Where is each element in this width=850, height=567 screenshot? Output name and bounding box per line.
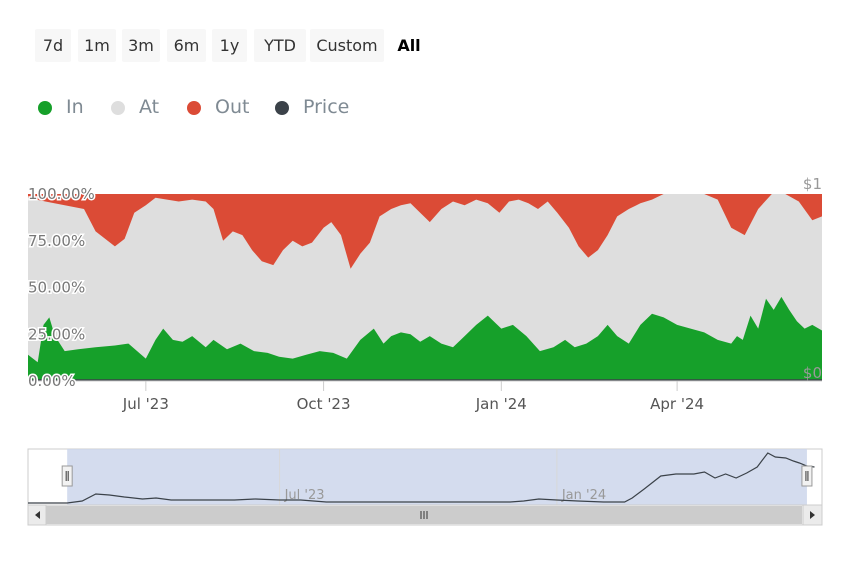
legend-marker-at	[111, 101, 125, 115]
navigator-tick-label: Jul '23	[284, 488, 325, 503]
legend-marker-price	[275, 101, 289, 115]
range-button-custom[interactable]: Custom	[310, 29, 384, 62]
legend-item-at[interactable]: At	[111, 93, 181, 121]
legend-label-out: Out	[215, 96, 250, 118]
arrow-left-icon	[35, 511, 40, 519]
range-button-ytd[interactable]: YTD	[254, 29, 306, 62]
legend-label-price: Price	[303, 96, 350, 118]
range-button-6m[interactable]: 6m	[167, 29, 206, 62]
legend-item-out[interactable]: Out	[187, 93, 267, 121]
legend-item-price[interactable]: Price	[275, 93, 365, 121]
range-button-1y[interactable]: 1y	[212, 29, 247, 62]
legend-label-in: In	[66, 96, 84, 118]
legend-label-at: At	[139, 96, 160, 118]
range-button-3m[interactable]: 3m	[122, 29, 160, 62]
legend-item-in[interactable]: In	[38, 93, 98, 121]
legend-marker-in	[38, 101, 52, 115]
arrow-right-icon	[810, 511, 815, 519]
range-button-all[interactable]: All	[397, 36, 421, 55]
scrollbar-grip-icon	[420, 511, 428, 519]
navigator-handle-left[interactable]	[61, 465, 73, 487]
navigator-tick-label: Jan '24	[561, 488, 606, 503]
navigator-ticks: Jul '23 Jan '24	[279, 449, 606, 505]
range-button-7d[interactable]: 7d	[35, 29, 71, 62]
navigator-series-line	[28, 452, 815, 504]
navigator-window[interactable]	[67, 449, 807, 505]
navigator-handle-right[interactable]	[801, 465, 813, 487]
legend-marker-out	[187, 101, 201, 115]
range-button-1m[interactable]: 1m	[78, 29, 116, 62]
